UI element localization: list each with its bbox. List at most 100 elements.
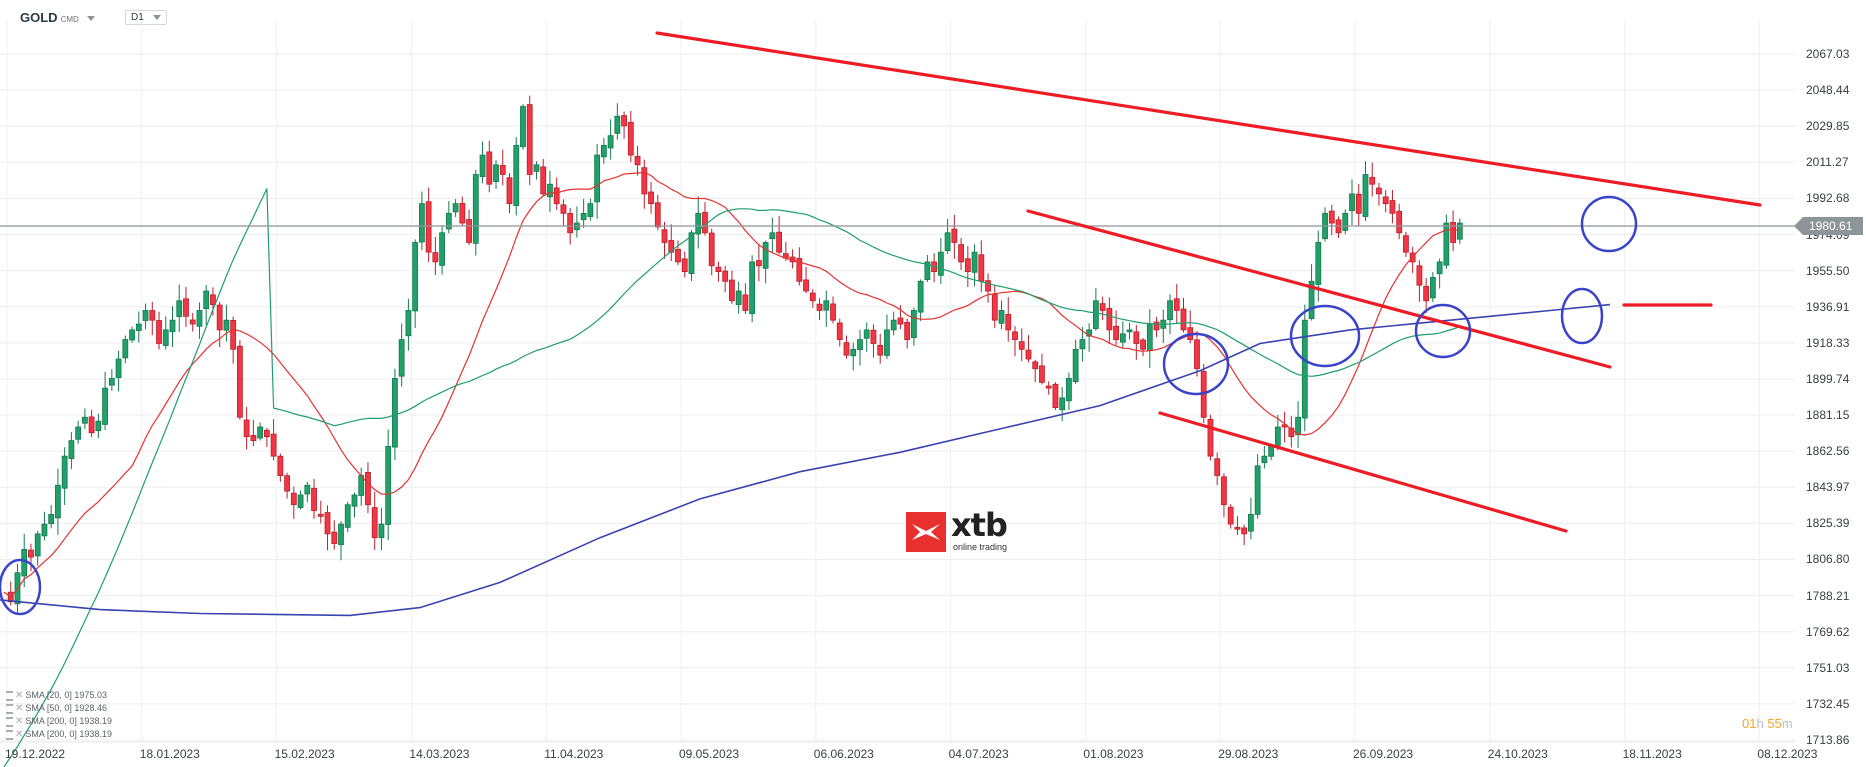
upper-resistance-trendline — [655, 31, 1762, 207]
symbol-type: CMD — [60, 15, 79, 24]
candle-bearish — [1099, 303, 1106, 311]
time-axis-label: 09.05.2023 — [679, 747, 740, 761]
time-axis-label: 04.07.2023 — [948, 747, 1009, 761]
sma-20-line — [3, 171, 1460, 598]
price-axis-label: 2067.03 — [1806, 47, 1850, 61]
candle-bullish — [1072, 348, 1079, 383]
candle-bearish — [1376, 187, 1382, 195]
candle-bearish — [1180, 308, 1187, 331]
timeframe-select[interactable]: D1 — [125, 10, 167, 25]
legend-item[interactable]: ✕ SMA [20, 0] 1975.03 — [6, 690, 107, 701]
candle-bullish — [607, 135, 614, 149]
candle-bullish — [924, 261, 931, 280]
time-axis-label: 01.08.2023 — [1083, 747, 1144, 761]
candle-bullish — [1301, 319, 1308, 419]
candle-bullish — [823, 300, 830, 311]
close-icon[interactable]: ✕ — [15, 716, 24, 727]
candle-bullish — [1362, 174, 1369, 217]
candle-bullish — [41, 523, 48, 537]
candle-bullish — [749, 261, 756, 315]
candle-bullish — [223, 319, 230, 331]
legend-item[interactable]: ✕ SMA [200, 0] 1938.19 — [6, 729, 112, 740]
candle-bearish — [715, 266, 722, 273]
candle-bearish — [486, 151, 493, 185]
settings-icon[interactable] — [6, 690, 13, 701]
candle-bullish — [48, 514, 55, 525]
time-axis-label: 08.12.2023 — [1757, 747, 1818, 761]
current-price-tag: 1980.61 — [1794, 217, 1863, 235]
candle-bullish — [162, 329, 169, 346]
candle-bullish — [1248, 514, 1254, 532]
chevron-down-icon[interactable] — [86, 16, 95, 22]
legend-item[interactable]: ✕ SMA [200, 0] 1938.19 — [6, 716, 112, 727]
candle-bullish — [890, 319, 897, 331]
candle-bearish — [634, 155, 641, 166]
candle-bullish — [129, 329, 135, 341]
candle-bullish — [1342, 212, 1349, 231]
close-icon[interactable]: ✕ — [15, 690, 24, 701]
price-axis-label: 1732.45 — [1806, 696, 1850, 711]
candle-bullish — [863, 329, 870, 339]
price-axis-label: 1955.50 — [1806, 263, 1850, 278]
candle-bearish — [331, 531, 338, 544]
legend-label: SMA [50, 0] 1928.46 — [25, 703, 107, 713]
candle-bullish — [412, 242, 419, 312]
candle-bearish — [877, 344, 884, 356]
candle-bullish — [695, 212, 702, 235]
candle-bullish — [594, 154, 601, 203]
sma-200-line — [0, 303, 1611, 617]
candle-bullish — [21, 548, 28, 577]
candle-bearish — [1153, 321, 1160, 331]
candle-bullish — [142, 310, 149, 321]
candle-bullish — [1254, 465, 1261, 515]
candle-bearish — [1234, 526, 1241, 530]
candle-bearish — [236, 345, 243, 418]
highlight-circle — [1560, 287, 1604, 345]
candle-bearish — [189, 319, 196, 325]
candle-bearish — [803, 279, 809, 292]
candle-bullish — [203, 290, 210, 310]
candle-bullish — [769, 232, 776, 240]
candle-bullish — [1059, 397, 1066, 411]
price-axis-label: 1825.39 — [1806, 516, 1850, 531]
candle-bearish — [1382, 196, 1389, 205]
countdown-hours-unit: h — [1756, 716, 1764, 731]
price-axis-label: 1992.68 — [1806, 191, 1850, 206]
close-icon[interactable]: ✕ — [15, 703, 24, 714]
candle-bullish — [445, 212, 452, 230]
candle-bullish — [614, 115, 621, 134]
candle-bearish — [958, 244, 964, 263]
symbol-selector[interactable]: GOLD CMD — [20, 10, 95, 25]
candle-bearish — [250, 435, 257, 441]
candle-bullish — [1274, 426, 1281, 446]
candle-bullish — [34, 533, 41, 557]
candle-bullish — [587, 203, 594, 217]
settings-icon[interactable] — [6, 729, 13, 740]
candle-bearish — [654, 202, 661, 228]
time-axis-label: 18.01.2023 — [139, 747, 200, 761]
settings-icon[interactable] — [6, 716, 13, 727]
candle-bearish — [1012, 331, 1018, 340]
legend-label: SMA [200, 0] 1938.19 — [25, 716, 112, 726]
highlight-circle — [1414, 303, 1472, 359]
candle-bearish — [1328, 210, 1335, 224]
settings-icon[interactable] — [6, 703, 13, 714]
candle-bullish — [917, 280, 924, 313]
price-axis-label: 1936.91 — [1806, 299, 1850, 314]
candle-bearish — [1133, 331, 1140, 344]
candle-bearish — [216, 304, 223, 331]
price-axis-label: 1843.97 — [1806, 480, 1850, 495]
price-axis-label: 1788.21 — [1806, 588, 1850, 603]
candle-bullish — [533, 164, 540, 172]
close-icon[interactable]: ✕ — [15, 729, 24, 740]
price-axis-label: 1769.62 — [1806, 624, 1850, 639]
candle-bearish — [755, 260, 762, 267]
candle-bearish — [870, 329, 877, 344]
legend-item[interactable]: ✕ SMA [50, 0] 1928.46 — [6, 703, 107, 714]
chart-toolbar: GOLD CMD D1 — [0, 0, 1866, 32]
candle-bearish — [28, 549, 34, 558]
candle-bearish — [1241, 527, 1248, 535]
candle-bearish — [1423, 285, 1430, 302]
candle-bearish — [1450, 222, 1456, 243]
